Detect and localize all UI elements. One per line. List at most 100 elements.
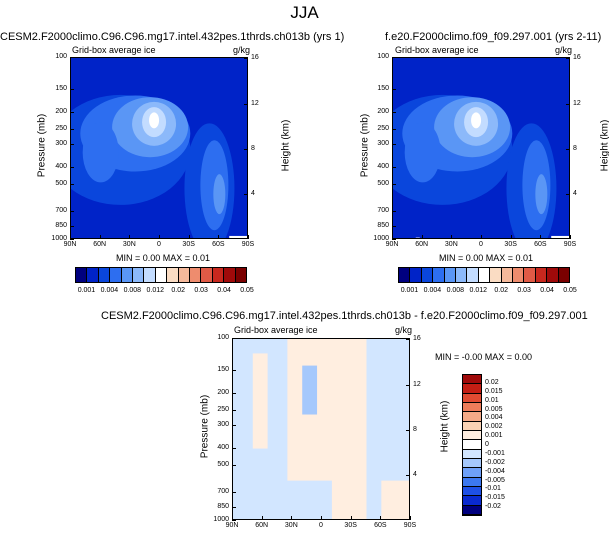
colorbar-label: -0.02 <box>485 503 501 511</box>
x-tick-mark <box>380 516 382 520</box>
y-tick-mark <box>70 210 74 212</box>
colorbar-swatch <box>155 268 168 282</box>
colorbar-swatch <box>463 384 481 394</box>
y2-tick-label: 16 <box>413 335 421 343</box>
colorbar-swatch <box>456 268 468 282</box>
colorbar-label: -0.01 <box>485 485 501 493</box>
y2-tick-mark <box>244 148 248 150</box>
panel-obs-variable-label: Grid-box average ice <box>395 45 479 55</box>
y-tick-label: 250 <box>377 125 389 133</box>
colorbar-swatch <box>421 268 434 282</box>
x-tick-label: 90S <box>563 241 577 248</box>
y-tick-mark <box>232 424 236 426</box>
colorbar-swatch <box>558 268 570 282</box>
panel-diff-title: CESM2.F2000climo.C96.C96.mg17.intel.432p… <box>101 310 588 322</box>
colorbar-swatch <box>513 268 525 282</box>
x-tick-label: 90N <box>385 241 399 248</box>
y-tick-label: 400 <box>55 162 67 170</box>
y-tick-label: 500 <box>55 180 67 188</box>
panel-obs-stats: MIN = 0.00 MAX = 0.01 <box>439 253 534 263</box>
y-tick-mark <box>70 166 74 168</box>
y2-tick-label: 12 <box>251 99 259 107</box>
y-tick-mark <box>392 57 396 58</box>
y-tick-label: 100 <box>217 334 229 341</box>
colorbar-label: -0.015 <box>485 494 505 502</box>
colorbar-swatch <box>463 458 481 469</box>
colorbar-label: 0.03 <box>194 287 208 294</box>
colorbar-swatch <box>467 268 479 282</box>
panel-obs-plot <box>392 57 570 239</box>
y2-tick-mark <box>244 193 248 195</box>
y-tick-label: 1000 <box>51 235 67 242</box>
panel-diff-colorbar <box>462 374 482 516</box>
x-tick-mark <box>188 235 190 239</box>
y-tick-mark <box>70 143 74 145</box>
y-tick-label: 300 <box>55 139 67 147</box>
colorbar-label: 0.001 <box>400 287 419 294</box>
colorbar-swatch <box>463 412 481 422</box>
colorbar-swatch <box>463 496 481 506</box>
y-tick-label: 500 <box>377 180 389 188</box>
contour-zero-spot <box>415 237 420 238</box>
colorbar-swatch <box>463 477 481 487</box>
x-tick-mark <box>350 516 352 520</box>
contour-tropical-peak <box>471 112 482 129</box>
colorbar-label: 0.01 <box>485 396 499 404</box>
x-tick-label: 90S <box>403 522 417 529</box>
x-tick-label: 30N <box>284 522 298 529</box>
colorbar-label: 0.008 <box>446 287 465 294</box>
x-tick-label: 30N <box>122 241 136 248</box>
y-tick-label: 850 <box>377 222 389 230</box>
y-tick-mark <box>232 507 236 509</box>
y-tick-mark <box>392 143 396 145</box>
colorbar-swatch <box>144 268 156 282</box>
x-tick-label: 0 <box>319 522 323 529</box>
panel-model-title: CESM2.F2000climo.C96.C96.mg17.intel.432p… <box>0 31 345 43</box>
colorbar-swatch <box>178 268 191 282</box>
colorbar-swatch <box>167 268 179 282</box>
x-tick-mark <box>218 235 220 239</box>
y-tick-label: 850 <box>217 503 229 511</box>
colorbar-label: 0.012 <box>146 287 165 294</box>
colorbar-swatch <box>87 268 99 282</box>
y2-tick-label: 12 <box>413 380 421 388</box>
panel-model-variable-label: Grid-box average ice <box>72 45 156 55</box>
x-tick-mark <box>248 235 249 239</box>
panel-diff-stats: MIN = -0.00 MAX = 0.00 <box>435 352 533 362</box>
y-tick-mark <box>232 410 236 412</box>
y-tick-mark <box>70 111 74 113</box>
y-tick-label: 250 <box>217 406 229 414</box>
contour-sh-core <box>213 174 226 215</box>
figure-title: JJA <box>290 3 319 22</box>
y-tick-label: 700 <box>217 487 229 495</box>
diff-contour-field <box>233 339 409 519</box>
y-tick-label: 150 <box>217 366 229 374</box>
x-tick-mark <box>129 235 131 239</box>
y2-tick-label: 4 <box>251 189 255 197</box>
x-tick-label: 0 <box>157 241 161 248</box>
y-tick-label: 1000 <box>213 516 229 523</box>
x-tick-mark <box>392 235 393 239</box>
diff-region-positive <box>381 480 409 519</box>
colorbar-label: 0.002 <box>485 423 503 431</box>
y2-tick-mark <box>406 339 410 341</box>
colorbar-swatch <box>110 268 122 282</box>
colorbar-label: 0.02 <box>485 378 499 386</box>
colorbar-swatch <box>478 268 491 282</box>
contour-nh-midlat <box>82 122 119 183</box>
colorbar-label: 0.04 <box>540 287 554 294</box>
y-tick-mark <box>392 226 396 228</box>
ice-contour-field <box>71 58 247 238</box>
colorbar-label: 0.012 <box>469 287 488 294</box>
y-tick-mark <box>232 447 236 449</box>
y-tick-label: 400 <box>217 443 229 451</box>
colorbar-label: 0.04 <box>217 287 231 294</box>
x-tick-label: 60S <box>212 241 225 248</box>
y2-tick-label: 12 <box>573 99 581 107</box>
y2-tick-mark <box>406 474 410 476</box>
x-tick-mark <box>99 235 101 239</box>
y-tick-mark <box>232 491 236 493</box>
panel-diff-variable-label: Grid-box average ice <box>234 325 318 335</box>
colorbar-swatch <box>201 268 213 282</box>
colorbar-swatch <box>463 430 481 441</box>
